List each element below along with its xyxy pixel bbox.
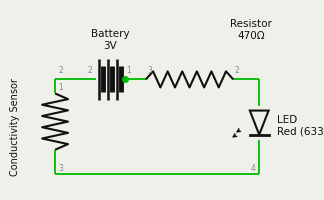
Text: 3: 3 <box>147 66 152 75</box>
Text: LED
Red (633nm): LED Red (633nm) <box>277 114 324 136</box>
Text: Battery
3V: Battery 3V <box>91 29 130 51</box>
Text: 1: 1 <box>58 83 63 92</box>
Text: 2: 2 <box>235 66 240 75</box>
Text: 2: 2 <box>87 66 92 75</box>
Text: Conductivity Sensor: Conductivity Sensor <box>10 77 19 175</box>
Text: 2: 2 <box>58 66 63 75</box>
Text: Resistor
470Ω: Resistor 470Ω <box>230 19 272 41</box>
Text: 1: 1 <box>126 66 131 75</box>
Text: 4: 4 <box>251 163 256 172</box>
Text: 3: 3 <box>58 163 63 172</box>
